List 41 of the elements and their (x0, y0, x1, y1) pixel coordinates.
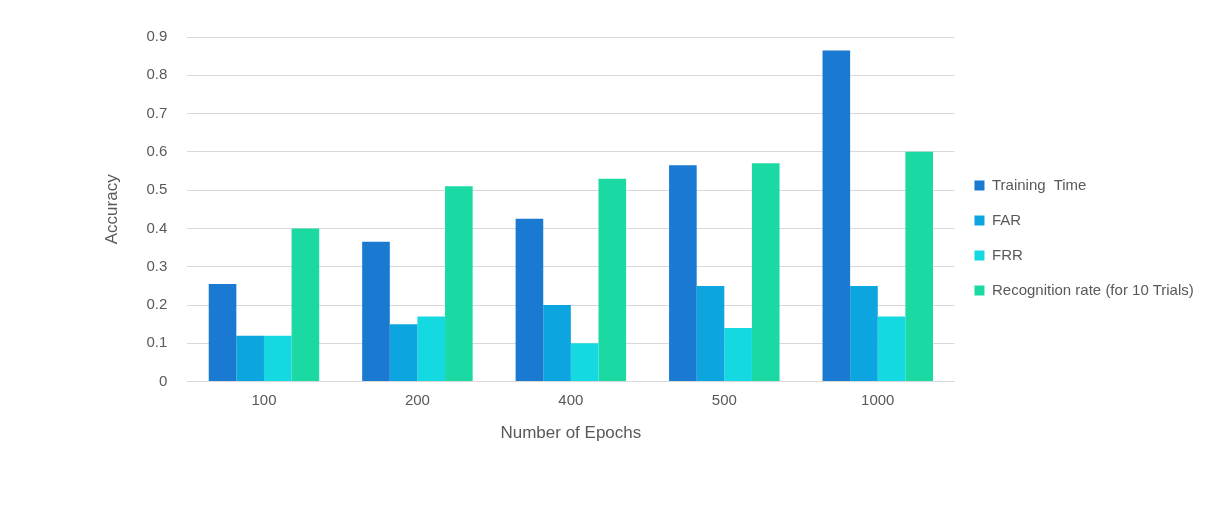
bar (669, 165, 697, 382)
bar (877, 316, 906, 382)
bar (417, 316, 446, 382)
bar (236, 335, 264, 382)
y-tick-label: 0.2 (146, 295, 168, 313)
y-tick-label: 0.1 (146, 333, 168, 351)
bar (724, 328, 752, 382)
y-tick-label: 0 (158, 371, 168, 389)
y-tick-label: 0.9 (146, 27, 168, 45)
x-tick-label: 500 (711, 390, 737, 408)
bar (850, 285, 878, 382)
bar (515, 218, 544, 382)
y-axis-title: Accuracy (101, 173, 121, 245)
bar (570, 343, 599, 382)
y-tick-label: 0.7 (146, 103, 168, 121)
y-tick-label: 0.5 (146, 180, 168, 198)
y-tick-label: 0.4 (146, 218, 168, 236)
y-tick-label: 0.3 (146, 256, 168, 274)
bar (389, 324, 418, 382)
legend-label: Recognition rate (for 10 Trials) (991, 280, 1194, 298)
bar (263, 335, 292, 382)
bar (445, 186, 473, 382)
y-tick-label: 0.8 (146, 65, 168, 83)
bar (822, 50, 851, 382)
bar (291, 228, 320, 382)
x-tick-label: 200 (404, 390, 430, 408)
legend-label: FRR (991, 245, 1023, 263)
x-axis-title: Number of Epochs (500, 423, 642, 443)
bar (751, 163, 780, 382)
bar (208, 283, 237, 382)
legend-label: FAR (991, 210, 1022, 228)
legend-label: Training Time (991, 175, 1087, 193)
bar (905, 151, 933, 382)
x-tick-label: 1000 (861, 390, 895, 408)
x-tick-label: 100 (251, 390, 277, 408)
bar (543, 305, 571, 382)
bar (362, 241, 390, 382)
bar (598, 178, 627, 382)
y-tick-label: 0.6 (146, 142, 168, 160)
bar (696, 285, 725, 382)
x-tick-label: 400 (558, 390, 584, 408)
